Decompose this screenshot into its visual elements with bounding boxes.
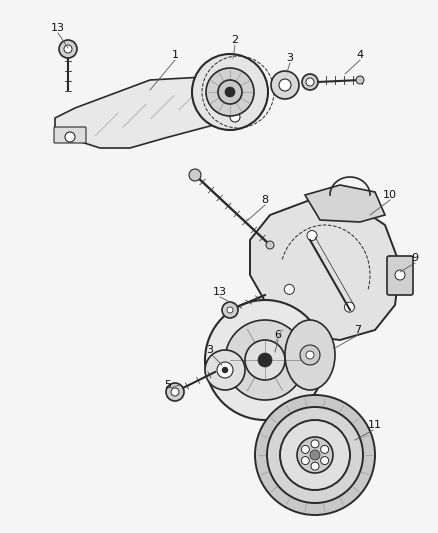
Circle shape [258, 353, 272, 367]
Circle shape [311, 440, 319, 448]
Text: 3: 3 [206, 345, 213, 355]
Circle shape [280, 420, 350, 490]
Text: 6: 6 [275, 330, 282, 340]
Text: 4: 4 [357, 50, 364, 60]
Text: 11: 11 [368, 420, 382, 430]
Text: 13: 13 [51, 23, 65, 33]
Text: 5: 5 [165, 380, 172, 390]
Circle shape [307, 231, 317, 240]
Circle shape [222, 367, 228, 373]
FancyBboxPatch shape [387, 256, 413, 295]
Circle shape [225, 320, 305, 400]
Text: 7: 7 [354, 325, 361, 335]
Circle shape [225, 87, 235, 97]
Ellipse shape [285, 320, 335, 390]
Circle shape [395, 270, 405, 280]
Text: 8: 8 [261, 195, 268, 205]
Circle shape [311, 462, 319, 470]
Text: 13: 13 [213, 287, 227, 297]
Circle shape [64, 45, 72, 53]
Circle shape [297, 437, 333, 473]
Circle shape [205, 300, 325, 420]
Circle shape [302, 74, 318, 90]
Circle shape [218, 80, 242, 104]
Circle shape [284, 285, 294, 294]
Circle shape [310, 450, 320, 460]
Polygon shape [305, 185, 385, 222]
Circle shape [356, 76, 364, 84]
Circle shape [222, 302, 238, 318]
Polygon shape [55, 75, 255, 148]
Circle shape [171, 388, 179, 396]
FancyBboxPatch shape [54, 127, 86, 143]
Circle shape [301, 446, 309, 454]
Circle shape [301, 457, 309, 465]
Circle shape [300, 345, 320, 365]
Text: 9: 9 [411, 253, 419, 263]
Circle shape [321, 446, 328, 454]
Circle shape [65, 132, 75, 142]
Circle shape [59, 40, 77, 58]
Text: 1: 1 [172, 50, 179, 60]
Circle shape [205, 350, 245, 390]
Polygon shape [250, 200, 400, 340]
Circle shape [279, 79, 291, 91]
Circle shape [266, 241, 274, 249]
Circle shape [189, 169, 201, 181]
Circle shape [192, 54, 268, 130]
Circle shape [267, 407, 363, 503]
Circle shape [206, 68, 254, 116]
Circle shape [230, 112, 240, 122]
Text: 3: 3 [286, 53, 293, 63]
Circle shape [306, 351, 314, 359]
Circle shape [166, 383, 184, 401]
Text: 10: 10 [383, 190, 397, 200]
Text: 2: 2 [231, 35, 239, 45]
Circle shape [245, 340, 285, 380]
Circle shape [227, 307, 233, 313]
Circle shape [271, 71, 299, 99]
Circle shape [321, 457, 328, 465]
Circle shape [344, 302, 354, 312]
Circle shape [217, 362, 233, 378]
FancyBboxPatch shape [219, 104, 251, 120]
Circle shape [255, 395, 375, 515]
Circle shape [306, 78, 314, 86]
